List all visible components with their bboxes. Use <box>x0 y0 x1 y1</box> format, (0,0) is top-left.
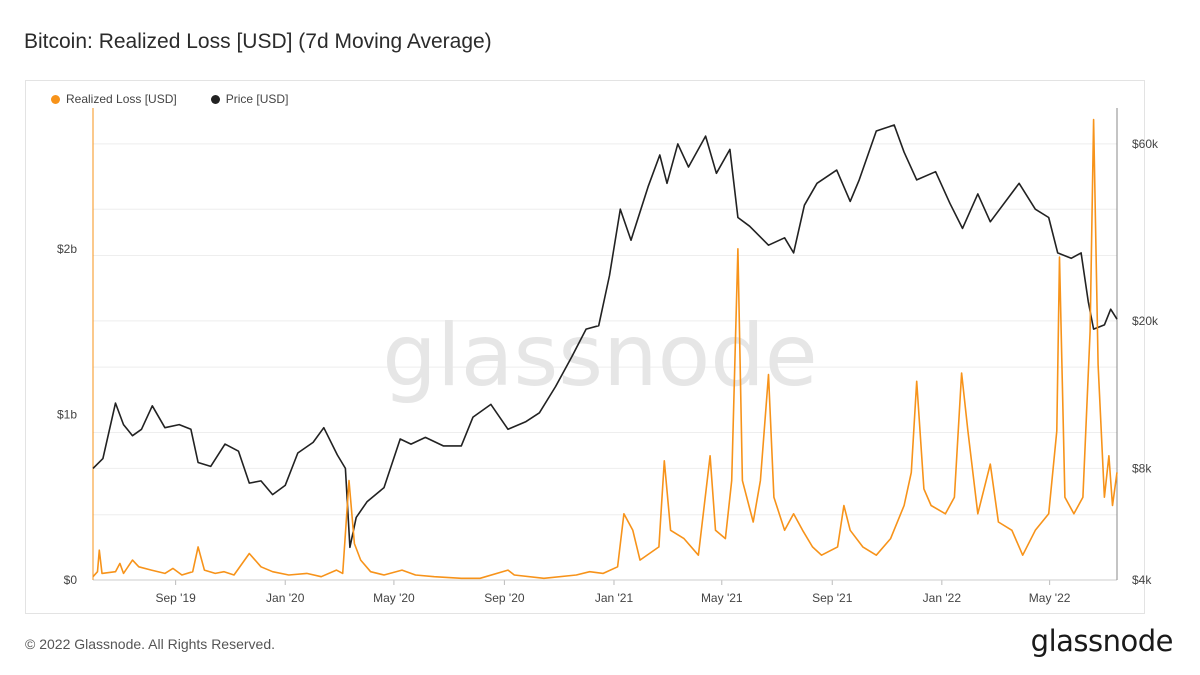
x-tick-label: Jan '20 <box>266 591 305 605</box>
x-tick-label: May '22 <box>1029 591 1071 605</box>
x-tick-label: May '20 <box>373 591 415 605</box>
y-right-tick-label: $8k <box>1132 461 1152 475</box>
y-right-tick-label: $4k <box>1132 573 1152 587</box>
x-tick-label: Jan '21 <box>595 591 634 605</box>
series-line-realized-loss <box>92 118 1118 580</box>
x-tick-label: Jan '22 <box>923 591 962 605</box>
legend-dot-realized-loss <box>51 94 60 104</box>
x-tick-label: Sep '20 <box>484 591 525 605</box>
y-left-tick-label: $1b <box>57 407 77 421</box>
legend-label-realized-loss: Realized Loss [USD] <box>66 92 177 106</box>
x-tick-label: May '21 <box>701 591 743 605</box>
legend-item-price[interactable]: Price [USD] <box>210 92 289 106</box>
legend: Realized Loss [USD] Price [USD] <box>51 92 288 106</box>
chart-title: Bitcoin: Realized Loss [USD] (7d Moving … <box>24 30 492 53</box>
legend-label-price: Price [USD] <box>225 92 289 106</box>
copyright-text: © 2022 Glassnode. All Rights Reserved. <box>25 636 276 652</box>
chart-panel <box>25 80 1145 614</box>
glassnode-logo: glassnode <box>1030 624 1174 658</box>
y-left-tick-label: $2b <box>57 242 77 256</box>
y-right-tick-label: $60k <box>1132 137 1159 151</box>
y-left-tick-label: $0 <box>64 573 78 587</box>
legend-item-realized-loss[interactable]: Realized Loss [USD] <box>51 92 177 106</box>
x-tick-label: Sep '19 <box>155 591 196 605</box>
legend-dot-price <box>210 94 220 104</box>
x-tick-label: Sep '21 <box>812 591 853 605</box>
series-line-price <box>92 124 1118 549</box>
y-right-tick-label: $20k <box>1132 314 1159 328</box>
